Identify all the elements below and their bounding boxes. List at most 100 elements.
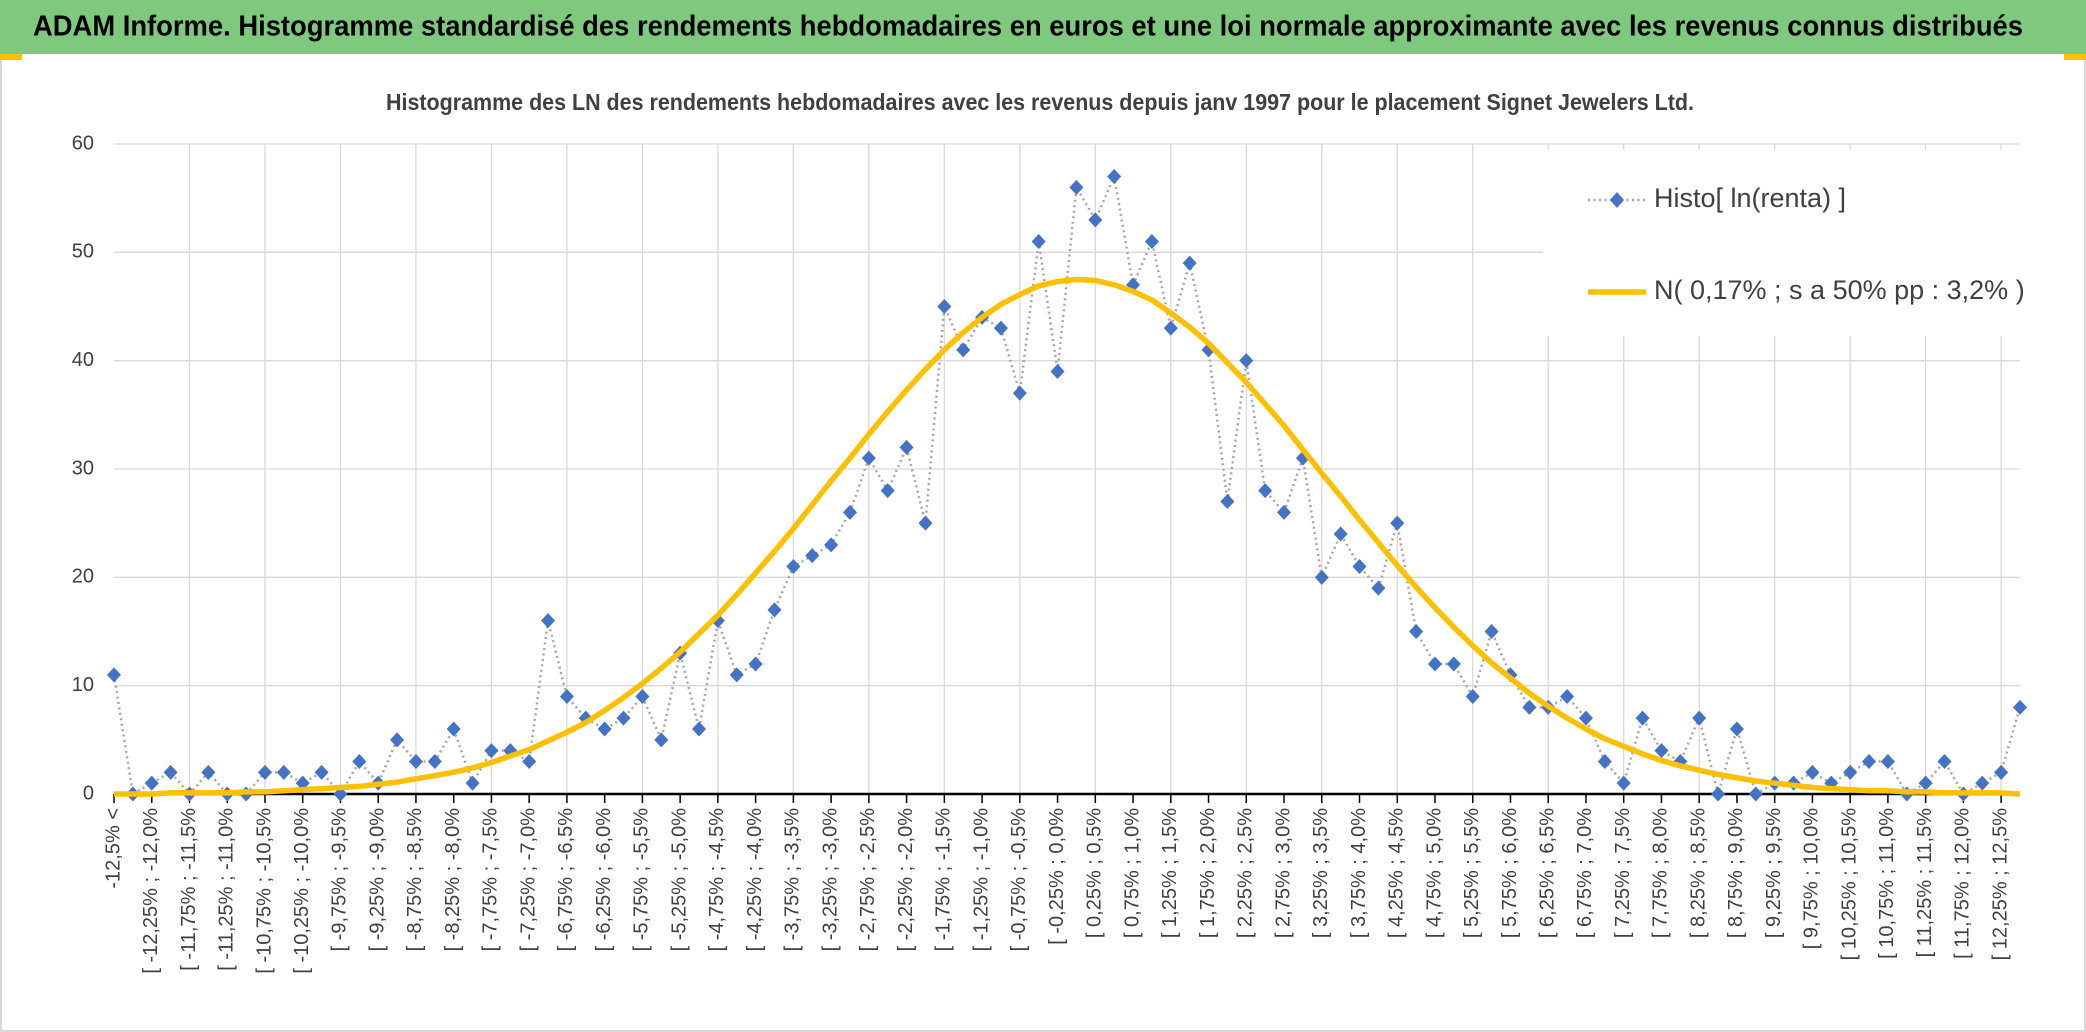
x-tick-label: [ 11,25% ; 11,5% — [1914, 808, 1936, 958]
data-point — [1880, 754, 1895, 769]
data-point — [1918, 775, 1933, 791]
data-point — [1522, 699, 1537, 715]
data-point — [1843, 764, 1858, 780]
y-tick-label: 20 — [72, 566, 94, 588]
data-point — [1258, 483, 1273, 499]
data-point — [937, 299, 952, 314]
data-point — [1711, 786, 1726, 802]
data-point — [956, 342, 971, 358]
legend-box — [1543, 150, 2063, 336]
x-tick-label: [ -7,75% ; -7,5% — [480, 808, 502, 952]
x-tick-label: [ 5,25% ; 5,5% — [1461, 808, 1483, 938]
data-point — [107, 667, 121, 683]
data-point — [1277, 504, 1292, 520]
data-point — [408, 754, 423, 769]
data-point — [654, 732, 669, 748]
data-point — [276, 764, 291, 780]
data-point — [1597, 754, 1612, 769]
x-tick-label: [ 9,75% ; 10,0% — [1801, 808, 1823, 949]
y-tick-label: 60 — [72, 132, 94, 154]
x-tick-label: [ 2,75% ; 3,0% — [1272, 808, 1294, 938]
data-point — [1144, 234, 1159, 249]
x-tick-label: [ 8,25% ; 8,5% — [1687, 808, 1709, 938]
data-point — [446, 721, 461, 737]
x-tick-label: [ -8,75% ; -8,5% — [404, 808, 426, 952]
data-point — [597, 721, 612, 737]
data-point — [1088, 212, 1103, 228]
x-tick-label: [ 0,75% ; 1,0% — [1121, 808, 1143, 938]
header-bar — [0, 0, 2086, 54]
x-tick-label: [ 5,75% ; 6,0% — [1499, 808, 1521, 938]
data-point — [1314, 569, 1329, 585]
data-point — [559, 689, 574, 704]
x-tick-label: [ 11,75% ; 12,0% — [1952, 808, 1974, 959]
legend-marker — [1610, 192, 1624, 208]
corner-accent — [2064, 54, 2086, 60]
x-tick-label: [ 4,75% ; 5,0% — [1423, 808, 1445, 938]
data-point — [144, 775, 159, 791]
data-point — [1409, 624, 1424, 639]
data-point — [1729, 721, 1744, 737]
corner-accent — [0, 54, 22, 60]
data-point — [1427, 656, 1442, 672]
y-tick-label: 0 — [83, 782, 94, 804]
data-point — [880, 483, 895, 499]
x-tick-label: [ 0,25% ; 0,5% — [1084, 808, 1106, 938]
data-point — [1182, 255, 1197, 271]
data-point — [692, 721, 707, 737]
x-tick-label: [ -11,75% ; -11,5% — [178, 808, 200, 971]
data-point — [541, 613, 556, 629]
data-point — [1050, 364, 1065, 379]
data-point — [1069, 179, 1084, 195]
x-tick-label: [ 8,75% ; 9,0% — [1725, 808, 1747, 938]
data-point — [1937, 754, 1952, 769]
y-tick-label: 30 — [72, 457, 94, 479]
x-tick-label: [ 10,25% ; 10,5% — [1838, 808, 1860, 961]
x-tick-label: [ -10,75% ; -10,5% — [253, 808, 275, 974]
data-point — [635, 689, 650, 704]
data-point — [616, 710, 631, 726]
x-tick-label: [ -1,75% ; -1,5% — [933, 808, 955, 952]
x-tick-label: [ -4,25% ; -4,0% — [744, 808, 766, 952]
x-tick-label: [ -5,75% ; -5,5% — [631, 808, 653, 952]
legend-label: N( 0,17% ; s a 50% pp : 3,2% ) — [1654, 275, 2025, 305]
data-point — [748, 656, 763, 672]
x-tick-label: [ 12,25% ; 12,5% — [1989, 808, 2011, 961]
legend-label: Histo[ ln(renta) ] — [1654, 183, 1846, 213]
data-point — [842, 504, 857, 520]
x-tick-label: [ -3,25% ; -3,0% — [819, 808, 841, 952]
data-point — [1484, 624, 1499, 639]
x-tick-label: [ -6,25% ; -6,0% — [593, 808, 615, 952]
data-point — [163, 764, 178, 780]
data-point — [1635, 710, 1650, 726]
data-point — [805, 548, 820, 564]
data-point — [1805, 764, 1820, 780]
data-point — [1862, 754, 1877, 769]
x-tick-label: [ -12,25% ; -12,0% — [140, 808, 162, 974]
x-tick-label: [ -11,25% ; -11,0% — [216, 808, 238, 971]
x-tick-label: [ -9,25% ; -9,0% — [366, 808, 388, 952]
data-point — [1465, 689, 1480, 704]
data-point — [1654, 743, 1669, 759]
data-point — [522, 754, 537, 769]
data-point — [918, 515, 933, 531]
data-point — [786, 559, 801, 574]
x-tick-label: [ 2,25% ; 2,5% — [1235, 808, 1257, 938]
series-line — [114, 276, 2021, 797]
data-point — [1352, 559, 1367, 574]
x-tick-label: [ 1,75% ; 2,0% — [1197, 808, 1219, 938]
data-point — [993, 320, 1008, 336]
data-point — [1390, 515, 1405, 531]
x-tick-label: [ 3,75% ; 4,0% — [1348, 808, 1370, 938]
data-point — [257, 764, 272, 780]
x-tick-label: [ -4,75% ; -4,5% — [706, 808, 728, 952]
data-point — [824, 537, 839, 553]
data-point — [1163, 320, 1178, 336]
data-point — [201, 764, 216, 780]
data-point — [1994, 764, 2009, 780]
x-tick-label: -12,5% < — [102, 808, 124, 889]
data-point — [484, 743, 499, 759]
x-tick-label: [ -8,25% ; -8,0% — [442, 808, 464, 952]
data-point — [390, 732, 405, 748]
plot-area: 0 10 20 30 40 50 60 -12,5% < [ -12,25% ; -12,0% [… — [72, 132, 2063, 974]
